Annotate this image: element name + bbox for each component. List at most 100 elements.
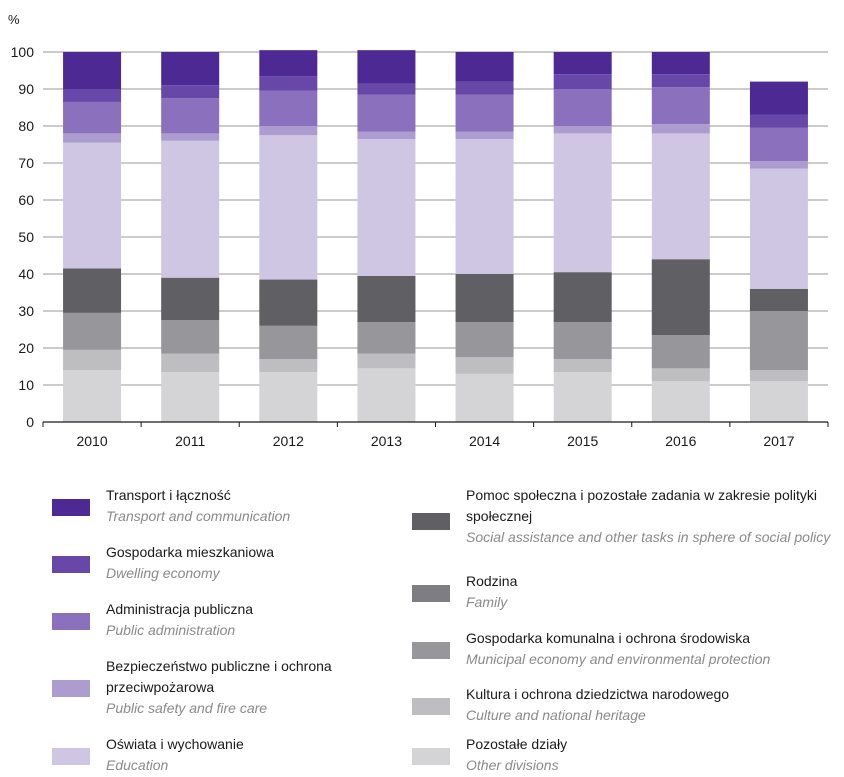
legend-label-en: Other divisions: [466, 757, 559, 773]
x-tick-label: 2012: [273, 433, 304, 449]
bar-segment: [259, 372, 318, 422]
bar-segment: [63, 349, 122, 371]
bar-segment: [259, 359, 318, 373]
legend-swatch: [52, 613, 90, 630]
bar-segment: [357, 83, 416, 95]
legend-swatch: [52, 748, 90, 765]
legend-item-education: Oświata i wychowanie Education: [52, 734, 352, 776]
y-axis-label: %: [8, 12, 20, 27]
x-tick-label: 2016: [665, 433, 696, 449]
legend-label-en: Municipal economy and environmental prot…: [466, 651, 771, 667]
bar-segment: [455, 131, 514, 139]
legend-swatch: [412, 698, 450, 715]
legend-label-en: Social assistance and other tasks in sph…: [466, 529, 831, 545]
bar-segment: [161, 372, 220, 422]
legend-label-pl: Administracja publiczna: [106, 601, 254, 617]
legend-label-en: Family: [466, 594, 508, 610]
bar-segment: [259, 325, 318, 360]
y-tick-label: 20: [18, 340, 34, 356]
y-tick-label: 90: [18, 81, 34, 97]
x-tick-label: 2014: [469, 433, 500, 449]
x-tick-label: 2017: [763, 433, 794, 449]
bar-segment: [553, 372, 612, 422]
bar-segment: [161, 140, 220, 278]
bar-segment: [357, 50, 416, 84]
bar-segment: [553, 89, 612, 126]
y-tick-label: 80: [18, 118, 34, 134]
legend-swatch: [52, 556, 90, 573]
bar-segment: [357, 353, 416, 369]
bar-segment: [161, 277, 220, 321]
legend: Transport i łączność Transport and commu…: [0, 485, 844, 777]
bar-segment: [161, 85, 220, 99]
legend-label-pl: Transport i łączność: [106, 487, 231, 503]
legend-label-pl: Pomoc społeczna i pozostałe zadania w za…: [466, 487, 817, 524]
y-tick-label: 70: [18, 155, 34, 171]
legend-label-en: Public administration: [106, 622, 236, 638]
legend-label-pl: Pozostałe działy: [466, 736, 568, 752]
stacked-bar-chart: 0 10 20 30 40 50 60 70 80 90 100 2010 2011 2012 2013 20…: [8, 12, 829, 449]
bars: [63, 50, 808, 422]
legend-item-family: Rodzina Family: [412, 571, 842, 613]
y-tick-label: 60: [18, 192, 34, 208]
legend-label-pl: Oświata i wychowanie: [106, 736, 244, 752]
bar-segment: [357, 138, 416, 276]
legend-label-en: Culture and national heritage: [466, 707, 646, 723]
bar-segment: [63, 312, 122, 350]
bar-segment: [749, 127, 808, 162]
gridlines: [43, 51, 828, 386]
bar-segment: [161, 133, 220, 141]
bar-segment: [749, 168, 808, 289]
legend-item-municipal-economy: Gospodarka komunalna i ochrona środowisk…: [412, 628, 842, 670]
bar-segment: [63, 133, 122, 143]
bar-segment: [455, 322, 514, 358]
bar-segment: [161, 320, 220, 354]
legend-item-culture: Kultura i ochrona dziedzictwa narodowego…: [412, 684, 842, 726]
x-tick-label: 2013: [371, 433, 402, 449]
bar-segment: [553, 322, 612, 360]
y-tick-label: 40: [18, 266, 34, 282]
bar-segment: [553, 52, 612, 75]
bar-segment: [749, 311, 808, 371]
legend-item-social-assistance: Pomoc społeczna i pozostałe zadania w za…: [412, 485, 842, 548]
bar-segment: [63, 370, 122, 422]
bar-segment: [455, 52, 514, 82]
bar-segment: [455, 357, 514, 374]
bar-segment: [455, 274, 514, 323]
bar-segment: [651, 133, 710, 260]
bar-segment: [553, 133, 612, 273]
legend-label-en: Transport and communication: [106, 508, 291, 524]
bar-segment: [161, 98, 220, 134]
bar-segment: [259, 76, 318, 91]
legend-swatch: [412, 642, 450, 659]
bar-segment: [749, 370, 808, 382]
bar-segment: [749, 288, 808, 311]
bar-segment: [651, 52, 710, 75]
bar-segment: [63, 52, 122, 89]
bar-segment: [553, 74, 612, 89]
bar-segment: [553, 126, 612, 134]
bar-segment: [161, 353, 220, 373]
legend-item-public-safety: Bezpieczeństwo publiczne i ochrona przec…: [52, 656, 352, 719]
bar-segment: [161, 52, 220, 86]
bar-segment: [357, 131, 416, 139]
bar-segment: [749, 381, 808, 422]
x-tick-label: 2015: [567, 433, 598, 449]
bar-segment: [259, 135, 318, 280]
bar-segment: [651, 381, 710, 422]
legend-label-en: Public safety and fire care: [106, 700, 268, 716]
bar-segment: [259, 90, 318, 126]
bar-segment: [63, 89, 122, 102]
bar-segment: [63, 268, 122, 313]
x-tick-label: 2010: [76, 433, 107, 449]
y-tick-label: 100: [11, 44, 35, 60]
x-tick-label: 2011: [175, 433, 205, 449]
axes: 0 10 20 30 40 50 60 70 80 90 100 2010 2011 2012 2013 20…: [11, 44, 829, 449]
bar-segment: [749, 114, 808, 128]
legend-item-transport: Transport i łączność Transport and commu…: [52, 485, 352, 527]
legend-label-en: Dwelling economy: [106, 565, 220, 581]
bar-segment: [455, 373, 514, 422]
legend-label-pl: Bezpieczeństwo publiczne i ochrona przec…: [106, 658, 332, 695]
y-tick-label: 50: [18, 229, 34, 245]
bar-segment: [357, 275, 416, 323]
